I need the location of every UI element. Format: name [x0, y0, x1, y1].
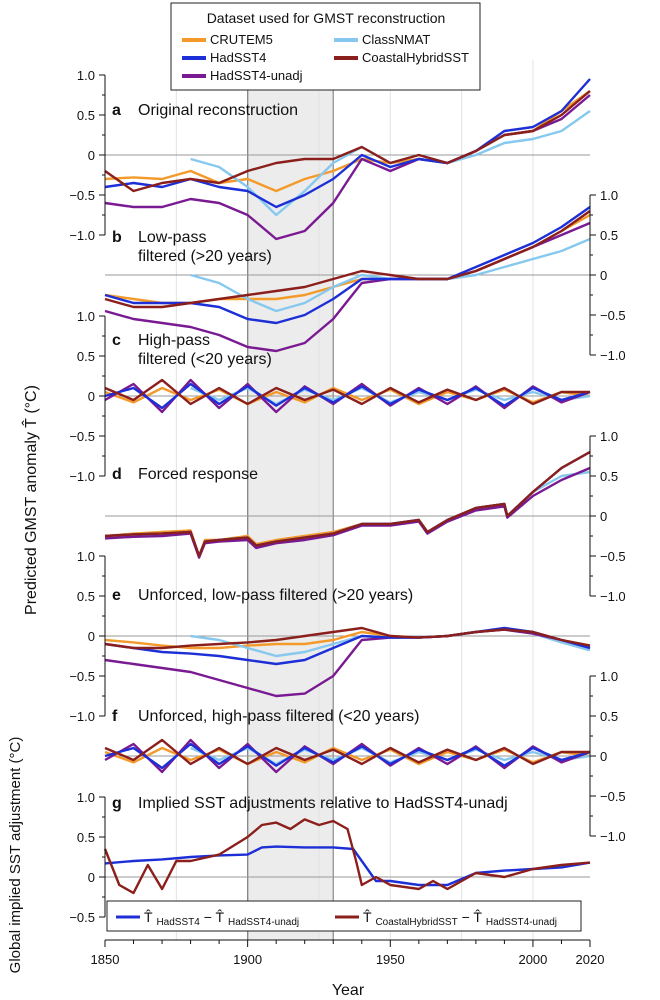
legend-label-hadsst4-unadj: HadSST4-unadj	[210, 68, 303, 83]
series-line-g-coastalhybridsst	[103, 818, 591, 895]
panel-letter-g: g	[112, 795, 122, 812]
panel-title-f: Unforced, high-pass filtered (<20 years)	[138, 708, 419, 725]
series-line-c-coastalhybridsst	[104, 378, 590, 406]
x-tick-label: 1950	[376, 952, 405, 967]
series-line-c-hadsst4	[104, 382, 591, 410]
y-tick-label-panel-d: 1.0	[600, 429, 618, 444]
g-legend-coastal-sub1: CoastalHybridSST	[375, 917, 457, 928]
y-tick-label-panel-f: 0.5	[600, 709, 618, 724]
x-axis: 1850 1900 1950 2000 2020	[91, 939, 605, 967]
y-axes: 1.0 0.5 0 −0.5 −1.0 1.0 0.5 0 −0.5 −1.0 1.0 0.5 0 −0.…	[69, 68, 625, 925]
legend-label-hadsst4: HadSST4	[210, 50, 266, 65]
series-line-b-coastalhybridsst	[104, 210, 591, 309]
g-legend-hadsst4-mid: − T̂	[204, 909, 225, 925]
g-legend-entry-hadsst4: T̂ HadSST4 − T̂ HadSST4-unadj	[144, 909, 299, 928]
g-legend-box	[106, 900, 582, 932]
y-tick-label-panel-a: 1.0	[77, 68, 95, 83]
panel-letter-f: f	[112, 708, 118, 725]
g-legend-hadsst4-that: T̂	[144, 909, 153, 925]
x-tick-label: 1900	[233, 952, 262, 967]
vertical-gridlines	[175, 60, 534, 940]
panel-letter-a: a	[112, 102, 121, 119]
legend-title: Dataset used for GMST reconstruction	[207, 10, 446, 26]
y-tick-label-panel-c: 1.0	[77, 309, 95, 324]
panel-letter-b: b	[112, 229, 122, 246]
panel-title-d: Forced response	[138, 466, 258, 483]
series-line-e-hadsst4	[104, 626, 591, 666]
x-tick-label: 1850	[91, 952, 120, 967]
y-tick-label-panel-f: 1.0	[600, 669, 618, 684]
y-tick-label-panel-a: 0	[88, 148, 95, 163]
g-y-axis-title-text: Global implied SST adjustment (°C)	[7, 737, 24, 974]
legend-label-coastalhybridsst: CoastalHybridSST	[362, 50, 469, 65]
g-legend-coastal-mid: − T̂	[462, 909, 483, 925]
y-tick-label-panel-e: −0.5	[69, 669, 95, 684]
panel-labels: a Original reconstruction b Low-pass filtere…	[112, 102, 508, 812]
panel-letter-c: c	[112, 332, 121, 349]
series-lines	[103, 78, 591, 895]
series-line-f-hadsst4	[104, 742, 591, 770]
panel-letter-e: e	[112, 587, 121, 604]
y-tick-label-panel-f: −1.0	[600, 829, 626, 844]
panel-letter-d: d	[112, 466, 122, 483]
g-legend-entry-coastal: T̂ CoastalHybridSST − T̂ HadSST4-unadj	[363, 909, 557, 928]
panel-title-e: Unforced, low-pass filtered (>20 years)	[138, 587, 413, 604]
y-tick-label-panel-g: 0	[88, 870, 95, 885]
y-tick-label-panel-b: 0	[600, 268, 607, 283]
y-tick-label-panel-d: −0.5	[600, 549, 626, 564]
panel-title-a: Original reconstruction	[138, 102, 298, 119]
g-legend-coastal-sub2: HadSST4-unadj	[486, 917, 557, 928]
panel-title-c: High-pass	[138, 332, 210, 349]
y-tick-label-panel-e: 0.5	[77, 589, 95, 604]
y-tick-label-panel-b: 0.5	[600, 228, 618, 243]
panel-title-b: Low-pass	[138, 229, 206, 246]
g-legend-hadsst4-sub1: HadSST4	[156, 917, 200, 928]
y-tick-label-panel-a: 0.5	[77, 108, 95, 123]
g-legend-hadsst4-sub2: HadSST4-unadj	[228, 917, 299, 928]
y-tick-label-panel-c: 0.5	[77, 349, 95, 364]
x-tick-label: 2000	[518, 952, 547, 967]
y-tick-label-panel-a: −0.5	[69, 188, 95, 203]
y-tick-label-panel-g: −0.5	[69, 910, 95, 925]
y-tick-label-panel-b: −1.0	[600, 348, 626, 363]
g-y-axis-title: Global implied SST adjustment (°C)	[7, 737, 24, 974]
x-axis-title: Year	[332, 982, 365, 999]
panel-title-b: filtered (>20 years)	[138, 248, 272, 265]
panel-title-c: filtered (<20 years)	[138, 351, 272, 368]
y-tick-label-panel-c: −1.0	[69, 469, 95, 484]
series-line-a-coastalhybridsst	[104, 90, 591, 193]
y-tick-label-panel-b: −0.5	[600, 308, 626, 323]
y-tick-label-panel-e: 1.0	[77, 549, 95, 564]
y-tick-label-panel-e: 0	[88, 629, 95, 644]
y-tick-label-panel-c: 0	[88, 389, 95, 404]
y-tick-label-panel-d: 0.5	[600, 469, 618, 484]
y-tick-label-panel-f: 0	[600, 749, 607, 764]
y-tick-label-panel-g: 0.5	[77, 830, 95, 845]
y-tick-label-panel-c: −0.5	[69, 429, 95, 444]
legend-label-crutem5: CRUTEM5	[210, 32, 273, 47]
y-tick-label-panel-d: −1.0	[600, 589, 626, 604]
y-tick-label-panel-e: −1.0	[69, 709, 95, 724]
x-tick-label: 2020	[576, 952, 605, 967]
series-line-f-coastalhybridsst	[104, 738, 590, 766]
legend-items: CRUTEM5 ClassNMAT HadSST4 CoastalHybridSST H…	[182, 32, 469, 83]
y-tick-label-panel-b: 1.0	[600, 188, 618, 203]
legend-label-classnmat: ClassNMAT	[362, 32, 430, 47]
main-y-axis-title-text: Predicted GMST anomaly T̂ (°C)	[20, 385, 40, 615]
y-tick-label-panel-d: 0	[600, 509, 607, 524]
panel-title-g: Implied SST adjustments relative to HadS…	[138, 795, 508, 812]
series-line-e-coastalhybridsst	[104, 626, 591, 650]
y-tick-label-panel-a: −1.0	[69, 228, 95, 243]
main-y-axis-title: Predicted GMST anomaly T̂ (°C)	[20, 385, 40, 615]
legend-box	[170, 2, 481, 91]
g-legend: T̂ HadSST4 − T̂ HadSST4-unadj T̂ Coastal…	[106, 900, 582, 932]
y-tick-label-panel-f: −0.5	[600, 789, 626, 804]
series-line-d-coastalhybridsst	[104, 450, 591, 558]
y-tick-label-panel-g: 1.0	[77, 790, 95, 805]
dataset-legend: Dataset used for GMST reconstruction CRU…	[170, 2, 481, 91]
g-legend-coastal-that: T̂	[363, 909, 372, 925]
